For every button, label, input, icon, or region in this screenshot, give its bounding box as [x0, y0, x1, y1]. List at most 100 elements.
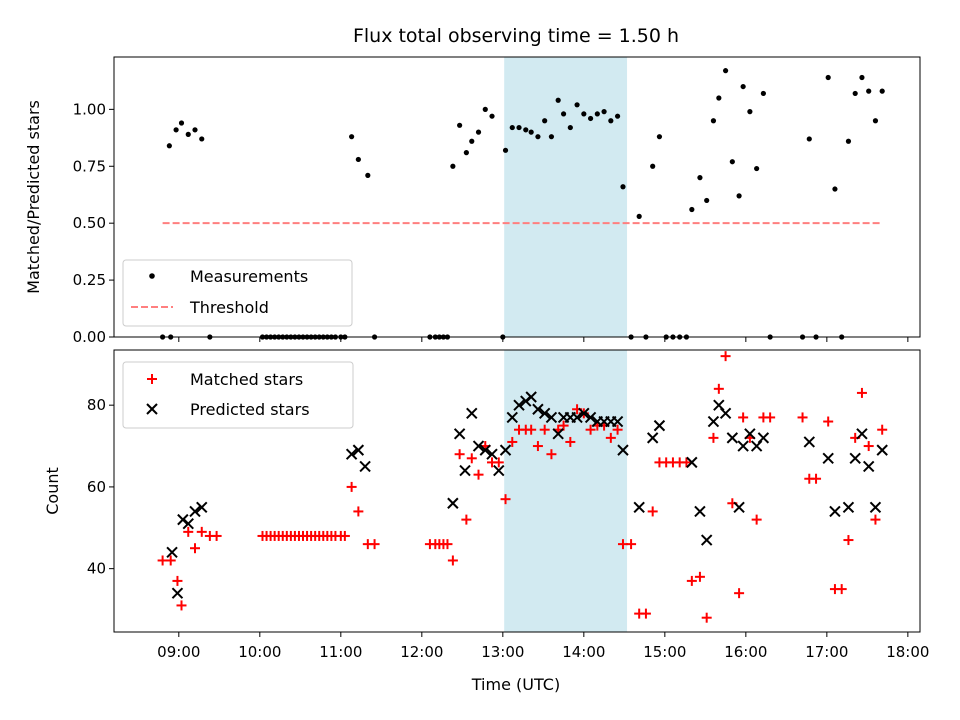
measurement-point — [740, 83, 746, 90]
predicted-star-point — [552, 428, 564, 440]
predicted-star-point — [757, 432, 770, 444]
top-y-axis-label: Matched/Predicted stars — [24, 100, 43, 294]
matched-star-point — [369, 539, 380, 550]
measurement-point — [574, 102, 580, 108]
predicted-star-point — [803, 436, 816, 448]
matched-star-point — [539, 424, 550, 435]
predicted-star-point — [578, 407, 590, 420]
measurement-point — [747, 109, 753, 115]
measurement-point — [825, 74, 831, 81]
measurement-point — [866, 88, 872, 94]
measurement-point — [697, 175, 703, 181]
measurement-point — [729, 159, 735, 165]
measurement-point — [463, 150, 469, 156]
measurement-point — [535, 134, 541, 140]
measurement-point — [523, 127, 529, 133]
predicted-star-point — [876, 444, 888, 456]
top-legend: Measurements Threshold — [122, 259, 353, 327]
measurement-point — [716, 95, 722, 101]
measurement-point — [879, 88, 885, 94]
measurement-point — [710, 118, 717, 124]
matched-star-point — [640, 608, 651, 619]
matched-star-point — [196, 526, 207, 537]
measurement-point — [555, 97, 561, 103]
matched-star-point — [612, 424, 623, 435]
measurement-point — [852, 90, 858, 97]
measurement-point — [548, 134, 555, 140]
bottom-legend: Matched stars Predicted stars — [122, 361, 354, 429]
measurement-point — [845, 138, 852, 144]
measurement-point — [178, 120, 185, 126]
predicted-star-point — [617, 444, 629, 456]
measurement-point — [173, 127, 179, 133]
measurement-point — [859, 74, 865, 81]
legend-matched-label: Matched stars — [190, 370, 303, 389]
matched-star-point — [190, 543, 201, 554]
bottom-axis-ticks: 09:00 10:00 11:00 12:00 13:00 14:00 15:00 16:00… — [87, 396, 930, 661]
measurement-point — [469, 138, 475, 144]
matched-star-point — [500, 494, 511, 505]
x-tick-label: 16:00 — [724, 643, 767, 661]
predicted-star-point — [646, 432, 659, 444]
matched-star-point — [442, 539, 453, 550]
matched-star-point — [836, 584, 847, 595]
matched-star-point — [558, 420, 569, 431]
matched-star-point — [694, 571, 705, 582]
x-tick-label: 09:00 — [157, 643, 200, 661]
predicted-star-point — [733, 501, 745, 514]
predicted-star-point — [707, 415, 720, 428]
predicted-star-point — [869, 501, 882, 514]
matched-star-point — [734, 588, 745, 599]
legend-threshold-label: Threshold — [189, 298, 269, 317]
measurement-points-layer — [160, 68, 885, 340]
matched-star-point — [532, 441, 543, 452]
measurement-point — [192, 127, 198, 133]
predicted-star-point — [744, 428, 756, 440]
matched-star-point — [708, 432, 719, 443]
top-panel: Flux total observing time = 1.50 h 0.000… — [24, 25, 921, 346]
predicted-star-point — [862, 460, 875, 473]
x-tick-label: 18:00 — [886, 643, 929, 661]
top-y-tick-label: 0.00 — [73, 328, 106, 346]
measurement-point — [489, 113, 495, 119]
measurement-point — [542, 118, 548, 124]
matched-star-point — [346, 481, 357, 492]
measurement-point — [754, 165, 760, 172]
top-legend-box — [122, 259, 353, 327]
predicted-star-point — [196, 501, 208, 514]
predicted-star-point — [822, 452, 834, 465]
measurement-point — [872, 118, 879, 124]
matched-star-point — [507, 436, 518, 447]
matched-star-point — [843, 535, 854, 546]
measurement-point — [587, 115, 594, 122]
measurement-point — [650, 163, 656, 169]
measurement-point — [185, 131, 191, 137]
predicted-star-point — [829, 505, 841, 518]
matched-star-point — [454, 449, 465, 460]
measurement-point — [594, 111, 600, 117]
matched-star-point — [765, 412, 776, 423]
predicted-star-point — [737, 440, 749, 452]
matched-star-point — [713, 383, 724, 394]
predicted-star-point — [479, 444, 491, 456]
matched-star-point — [823, 416, 834, 427]
predicted-star-point — [499, 444, 512, 456]
predicted-star-point — [532, 403, 544, 415]
predicted-star-point — [713, 399, 725, 411]
bottom-plot-frame — [113, 349, 921, 633]
measurement-point — [601, 109, 607, 115]
matched-star-point — [461, 514, 472, 525]
predicted-star-point — [359, 460, 371, 473]
predicted-star-point — [486, 448, 498, 460]
matched-star-point — [681, 457, 692, 468]
predicted-star-point — [611, 415, 624, 428]
matched-star-point — [585, 424, 596, 435]
measurement-point — [349, 134, 355, 140]
top-y-tick-label: 0.25 — [73, 271, 106, 289]
x-tick-label: 17:00 — [805, 643, 848, 661]
matched-star-point — [863, 441, 874, 452]
measurement-point — [199, 136, 205, 142]
predicted-star-point — [472, 440, 485, 452]
measurement-point — [832, 186, 838, 192]
matched-star-point — [493, 457, 504, 468]
